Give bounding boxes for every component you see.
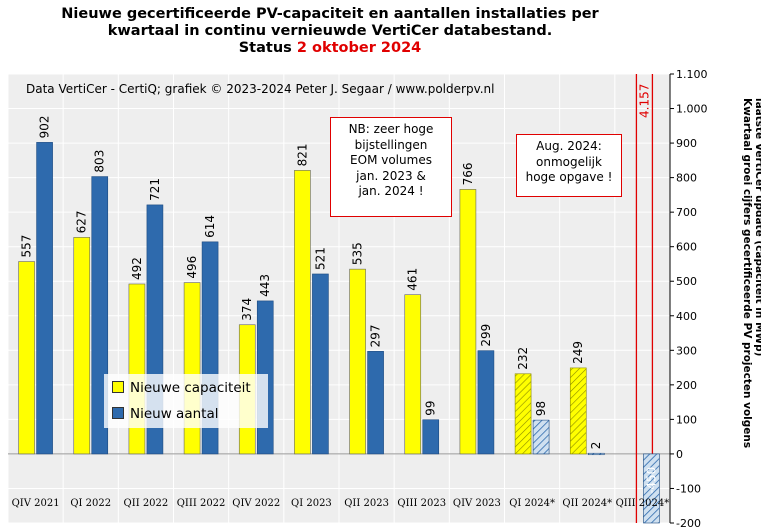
legend-label-capacity: Nieuwe capaciteit — [130, 380, 251, 396]
data-label-count: -450 — [644, 467, 658, 494]
x-tick-label: QIII 2022 — [177, 498, 226, 509]
bar-capacity — [569, 367, 587, 455]
bar-capacity — [349, 268, 366, 455]
data-label-capacity: 374 — [240, 298, 254, 321]
note-nb-line: NB: zeer hoge — [348, 122, 434, 136]
data-label-count: 2 — [589, 442, 603, 450]
data-label-capacity: 492 — [130, 257, 144, 280]
y-tick-label: 900 — [676, 137, 697, 150]
bar-count — [532, 419, 550, 455]
data-label-count: 803 — [93, 150, 107, 173]
data-label-count: 902 — [38, 115, 52, 138]
data-label-capacity: 821 — [295, 143, 309, 166]
title-line-2: kwartaal in continu vernieuwde VertiCer … — [107, 23, 553, 39]
legend-item-capacity: Nieuwe capaciteit — [112, 380, 251, 396]
data-label-capacity: 4.157 — [637, 84, 651, 118]
bar-capacity — [459, 189, 477, 455]
data-label-capacity: 535 — [351, 242, 365, 265]
bar-capacity — [404, 294, 422, 455]
data-label-capacity: 557 — [20, 235, 34, 258]
note-nb-line: jan. 2023 & — [356, 168, 426, 183]
title-status-label: Status — [238, 40, 292, 56]
y-tick-label: -200 — [676, 517, 701, 530]
bar-capacity — [183, 282, 201, 455]
note-nb-line: jan. 2024 ! — [358, 184, 424, 198]
data-label-count: 721 — [148, 178, 162, 201]
note-aug-line: hoge opgave ! — [525, 170, 613, 184]
legend-item-count: Nieuw aantal — [112, 406, 218, 422]
data-label-capacity: 249 — [571, 341, 585, 364]
data-label-capacity: 496 — [185, 256, 199, 279]
data-label-count: 98 — [534, 401, 548, 416]
bar-count — [91, 176, 109, 455]
bar-capacity — [294, 170, 311, 455]
legend-swatch-count — [112, 407, 124, 419]
y-tick-label: 1.000 — [676, 103, 708, 116]
y-axis-title: laatste VertiCer update (capaciteit in M… — [753, 98, 761, 356]
data-label-count: 614 — [203, 215, 217, 238]
note-nb-line: bijstellingen — [354, 137, 428, 152]
y-tick-label: 200 — [676, 379, 697, 392]
data-label-capacity: 232 — [516, 347, 530, 370]
x-tick-label: QIV 2022 — [232, 498, 280, 509]
x-tick-label: QIV 2021 — [12, 498, 60, 509]
data-label-count: 297 — [369, 324, 383, 347]
data-label-capacity: 461 — [406, 268, 420, 291]
y-tick-label: 1.100 — [676, 68, 708, 81]
y-tick-label: 100 — [676, 413, 697, 426]
bar-capacity — [18, 261, 35, 455]
legend-swatch-capacity — [112, 381, 124, 393]
bar-count — [643, 453, 660, 524]
bar-count — [367, 351, 384, 455]
legend-label-count: Nieuw aantal — [130, 406, 219, 422]
y-axis-title: Kwartaal groei cijfers gecertificeerde P… — [741, 98, 753, 448]
x-tick-label: QII 2024* — [562, 498, 612, 509]
bar-count — [477, 350, 495, 455]
title-line-3: Status 2 oktober 2024 — [0, 40, 660, 57]
note-aug-line: Aug. 2024: — [536, 139, 602, 153]
note-aug: Aug. 2024: onmogelijk hoge opgave ! — [516, 134, 622, 197]
data-label-capacity: 627 — [75, 210, 89, 233]
note-nb: NB: zeer hoge bijstellingen EOM volumes … — [330, 117, 452, 217]
bar-count — [312, 273, 329, 455]
y-tick-label: 0 — [676, 448, 683, 461]
x-tick-label: QI 2024* — [509, 498, 555, 509]
x-tick-label: QI 2022 — [70, 498, 111, 509]
x-tick-label: QIII 2024* — [616, 498, 670, 509]
y-tick-label: 300 — [676, 344, 697, 357]
title-line-1: Nieuwe gecertificeerde PV-capaciteit en … — [61, 6, 599, 22]
data-credit: Data VertiCer - CertiQ; grafiek © 2023-2… — [26, 82, 495, 96]
y-tick-label: -100 — [676, 482, 701, 495]
y-tick-label: 500 — [676, 275, 697, 288]
chart-title: Nieuwe gecertificeerde PV-capaciteit en … — [0, 6, 660, 57]
y-tick-label: 800 — [676, 172, 697, 185]
x-tick-label: QIV 2023 — [453, 498, 501, 509]
data-label-count: 299 — [479, 324, 493, 347]
y-tick-label: 400 — [676, 310, 697, 323]
x-tick-label: QII 2022 — [124, 498, 169, 509]
bar-capacity — [73, 237, 91, 455]
note-nb-line: EOM volumes — [350, 153, 432, 167]
bar-count — [422, 419, 440, 455]
data-label-count: 99 — [424, 400, 438, 415]
x-tick-label: QII 2023 — [344, 498, 389, 509]
y-tick-label: 600 — [676, 241, 697, 254]
note-aug-line: onmogelijk — [536, 154, 602, 169]
data-label-capacity: 766 — [461, 162, 475, 185]
bar-count — [36, 142, 53, 455]
x-tick-label: QIII 2023 — [397, 498, 446, 509]
y-tick-label: 700 — [676, 206, 697, 219]
title-status-date: 2 oktober 2024 — [296, 40, 422, 56]
bar-capacity — [128, 283, 146, 455]
data-label-count: 521 — [313, 247, 327, 270]
data-label-count: 443 — [258, 274, 272, 297]
legend: Nieuwe capaciteit Nieuw aantal — [104, 374, 268, 428]
x-tick-label: QI 2023 — [291, 498, 332, 509]
bar-capacity — [514, 373, 532, 455]
bar-count — [587, 452, 605, 456]
